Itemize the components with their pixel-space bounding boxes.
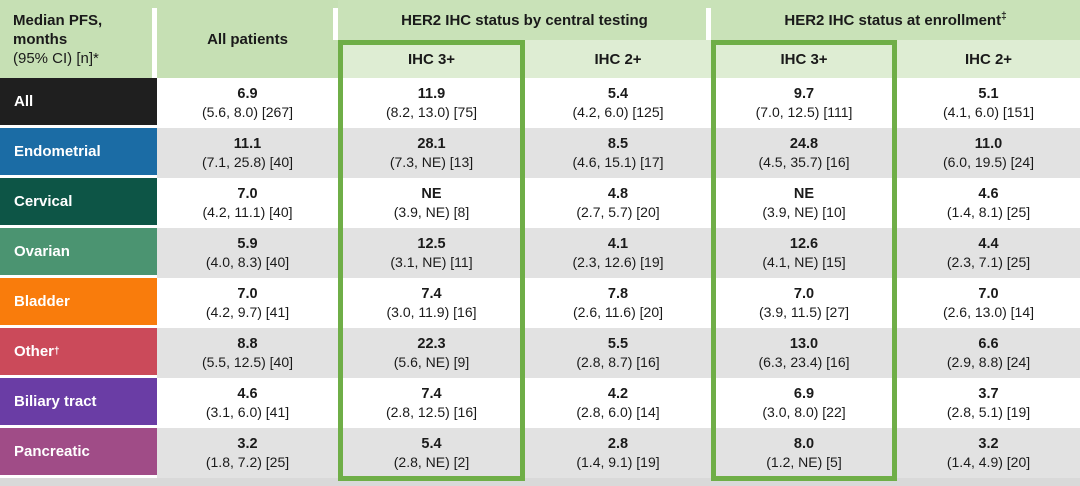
table-row-biliary-tract: Biliary tract 4.6 (3.1, 6.0) [41] 7.4 (2.8… [0,378,1080,428]
table-row-endometrial: Endometrial 11.1 (7.1, 25.8) [40] 28.1 (7.… [0,128,1080,178]
data-cell: 11.0 (6.0, 19.5) [24] [897,128,1080,178]
data-cell: 7.4 (2.8, 12.5) [16] [338,378,525,428]
header-separator [152,8,157,78]
data-cell: 6.6 (2.9, 8.8) [24] [897,328,1080,378]
row-label: Ovarian [0,228,157,278]
header-separator [706,8,711,40]
data-cell: 4.2 (2.8, 6.0) [14] [525,378,711,428]
data-cell: 5.5 (2.8, 8.7) [16] [525,328,711,378]
data-cell: NE (3.9, NE) [8] [338,178,525,228]
table-row-cervical: Cervical 7.0 (4.2, 11.1) [40] NE (3.9, NE)… [0,178,1080,228]
table-row-other: Other † 8.8 (5.5, 12.5) [40] 22.3 (5.6, NE)… [0,328,1080,378]
row-label: Pancreatic [0,428,157,478]
data-cell: 11.1 (7.1, 25.8) [40] [157,128,338,178]
corner-header: Median PFS, months (95% CI) [n]* [0,0,157,78]
data-cell: 7.4 (3.0, 11.9) [16] [338,278,525,328]
data-cell: 8.8 (5.5, 12.5) [40] [157,328,338,378]
data-cell: NE (3.9, NE) [10] [711,178,897,228]
data-cell: 7.0 (3.9, 11.5) [27] [711,278,897,328]
data-cell: 5.4 (4.2, 6.0) [125] [525,78,711,128]
corner-header-line1: Median PFS, [13,11,103,29]
data-cell: 5.1 (4.1, 6.0) [151] [897,78,1080,128]
group-central-testing: HER2 IHC status by central testing IHC 3… [338,0,711,78]
data-cell: 2.8 (1.4, 9.1) [19] [525,428,711,478]
subheader-ihc2-enrollment: IHC 2+ [897,40,1080,78]
data-cell: 24.8 (4.5, 35.7) [16] [711,128,897,178]
table-row-all: All 6.9 (5.6, 8.0) [267] 11.9 (8.2, 13.0) … [0,78,1080,128]
group-enrollment: HER2 IHC status at enrollment‡ IHC 3+ IH… [711,0,1080,78]
data-cell: 7.0 (4.2, 9.7) [41] [157,278,338,328]
row-label: Endometrial [0,128,157,178]
data-cell: 9.7 (7.0, 12.5) [111] [711,78,897,128]
data-cell: 8.0 (1.2, NE) [5] [711,428,897,478]
data-cell: 4.1 (2.3, 12.6) [19] [525,228,711,278]
data-cell: 5.4 (2.8, NE) [2] [338,428,525,478]
data-cell: 6.9 (3.0, 8.0) [22] [711,378,897,428]
data-cell: 5.9 (4.0, 8.3) [40] [157,228,338,278]
data-cell: 4.6 (1.4, 8.1) [25] [897,178,1080,228]
data-cell: 12.6 (4.1, NE) [15] [711,228,897,278]
table-row-bladder: Bladder 7.0 (4.2, 9.7) [41] 7.4 (3.0, 11.9… [0,278,1080,328]
header-separator [333,8,338,40]
subheader-ihc3-central: IHC 3+ [338,40,525,78]
group-central-subheaders: IHC 3+ IHC 2+ [338,40,711,78]
subheader-ihc3-enrollment: IHC 3+ [711,40,897,78]
table-row-ovarian: Ovarian 5.9 (4.0, 8.3) [40] 12.5 (3.1, NE)… [0,228,1080,278]
row-label: Cervical [0,178,157,228]
group-enrollment-label: HER2 IHC status at enrollment‡ [784,10,1007,29]
table-header: Median PFS, months (95% CI) [n]* All pat… [0,0,1080,78]
data-cell: 7.0 (4.2, 11.1) [40] [157,178,338,228]
data-cell: 4.6 (3.1, 6.0) [41] [157,378,338,428]
corner-header-line3: (95% CI) [n]* [13,49,99,67]
data-cell: 4.4 (2.3, 7.1) [25] [897,228,1080,278]
data-cell: 11.9 (8.2, 13.0) [75] [338,78,525,128]
group-central-testing-header: HER2 IHC status by central testing [338,0,711,40]
data-cell: 3.2 (1.8, 7.2) [25] [157,428,338,478]
data-cell: 12.5 (3.1, NE) [11] [338,228,525,278]
all-patients-column-header: All patients [157,0,338,78]
group-enrollment-subheaders: IHC 3+ IHC 2+ [711,40,1080,78]
row-label: Other † [0,328,157,378]
data-cell: 13.0 (6.3, 23.4) [16] [711,328,897,378]
data-cell: 7.0 (2.6, 13.0) [14] [897,278,1080,328]
group-enrollment-header: HER2 IHC status at enrollment‡ [711,0,1080,40]
subheader-ihc2-central: IHC 2+ [525,40,711,78]
table-row-pancreatic: Pancreatic 3.2 (1.8, 7.2) [25] 5.4 (2.8, N… [0,428,1080,478]
group-central-testing-label: HER2 IHC status by central testing [401,11,648,29]
data-cell: 22.3 (5.6, NE) [9] [338,328,525,378]
row-label: Biliary tract [0,378,157,428]
row-label: All [0,78,157,128]
data-cell: 7.8 (2.6, 11.6) [20] [525,278,711,328]
row-label: Bladder [0,278,157,328]
all-patients-label: All patients [207,30,288,48]
corner-header-line2: months [13,30,68,48]
data-cell: 28.1 (7.3, NE) [13] [338,128,525,178]
bottom-strip [0,478,1080,486]
data-cell: 8.5 (4.6, 15.1) [17] [525,128,711,178]
data-cell: 3.2 (1.4, 4.9) [20] [897,428,1080,478]
data-cell: 3.7 (2.8, 5.1) [19] [897,378,1080,428]
data-cell: 4.8 (2.7, 5.7) [20] [525,178,711,228]
data-cell: 6.9 (5.6, 8.0) [267] [157,78,338,128]
